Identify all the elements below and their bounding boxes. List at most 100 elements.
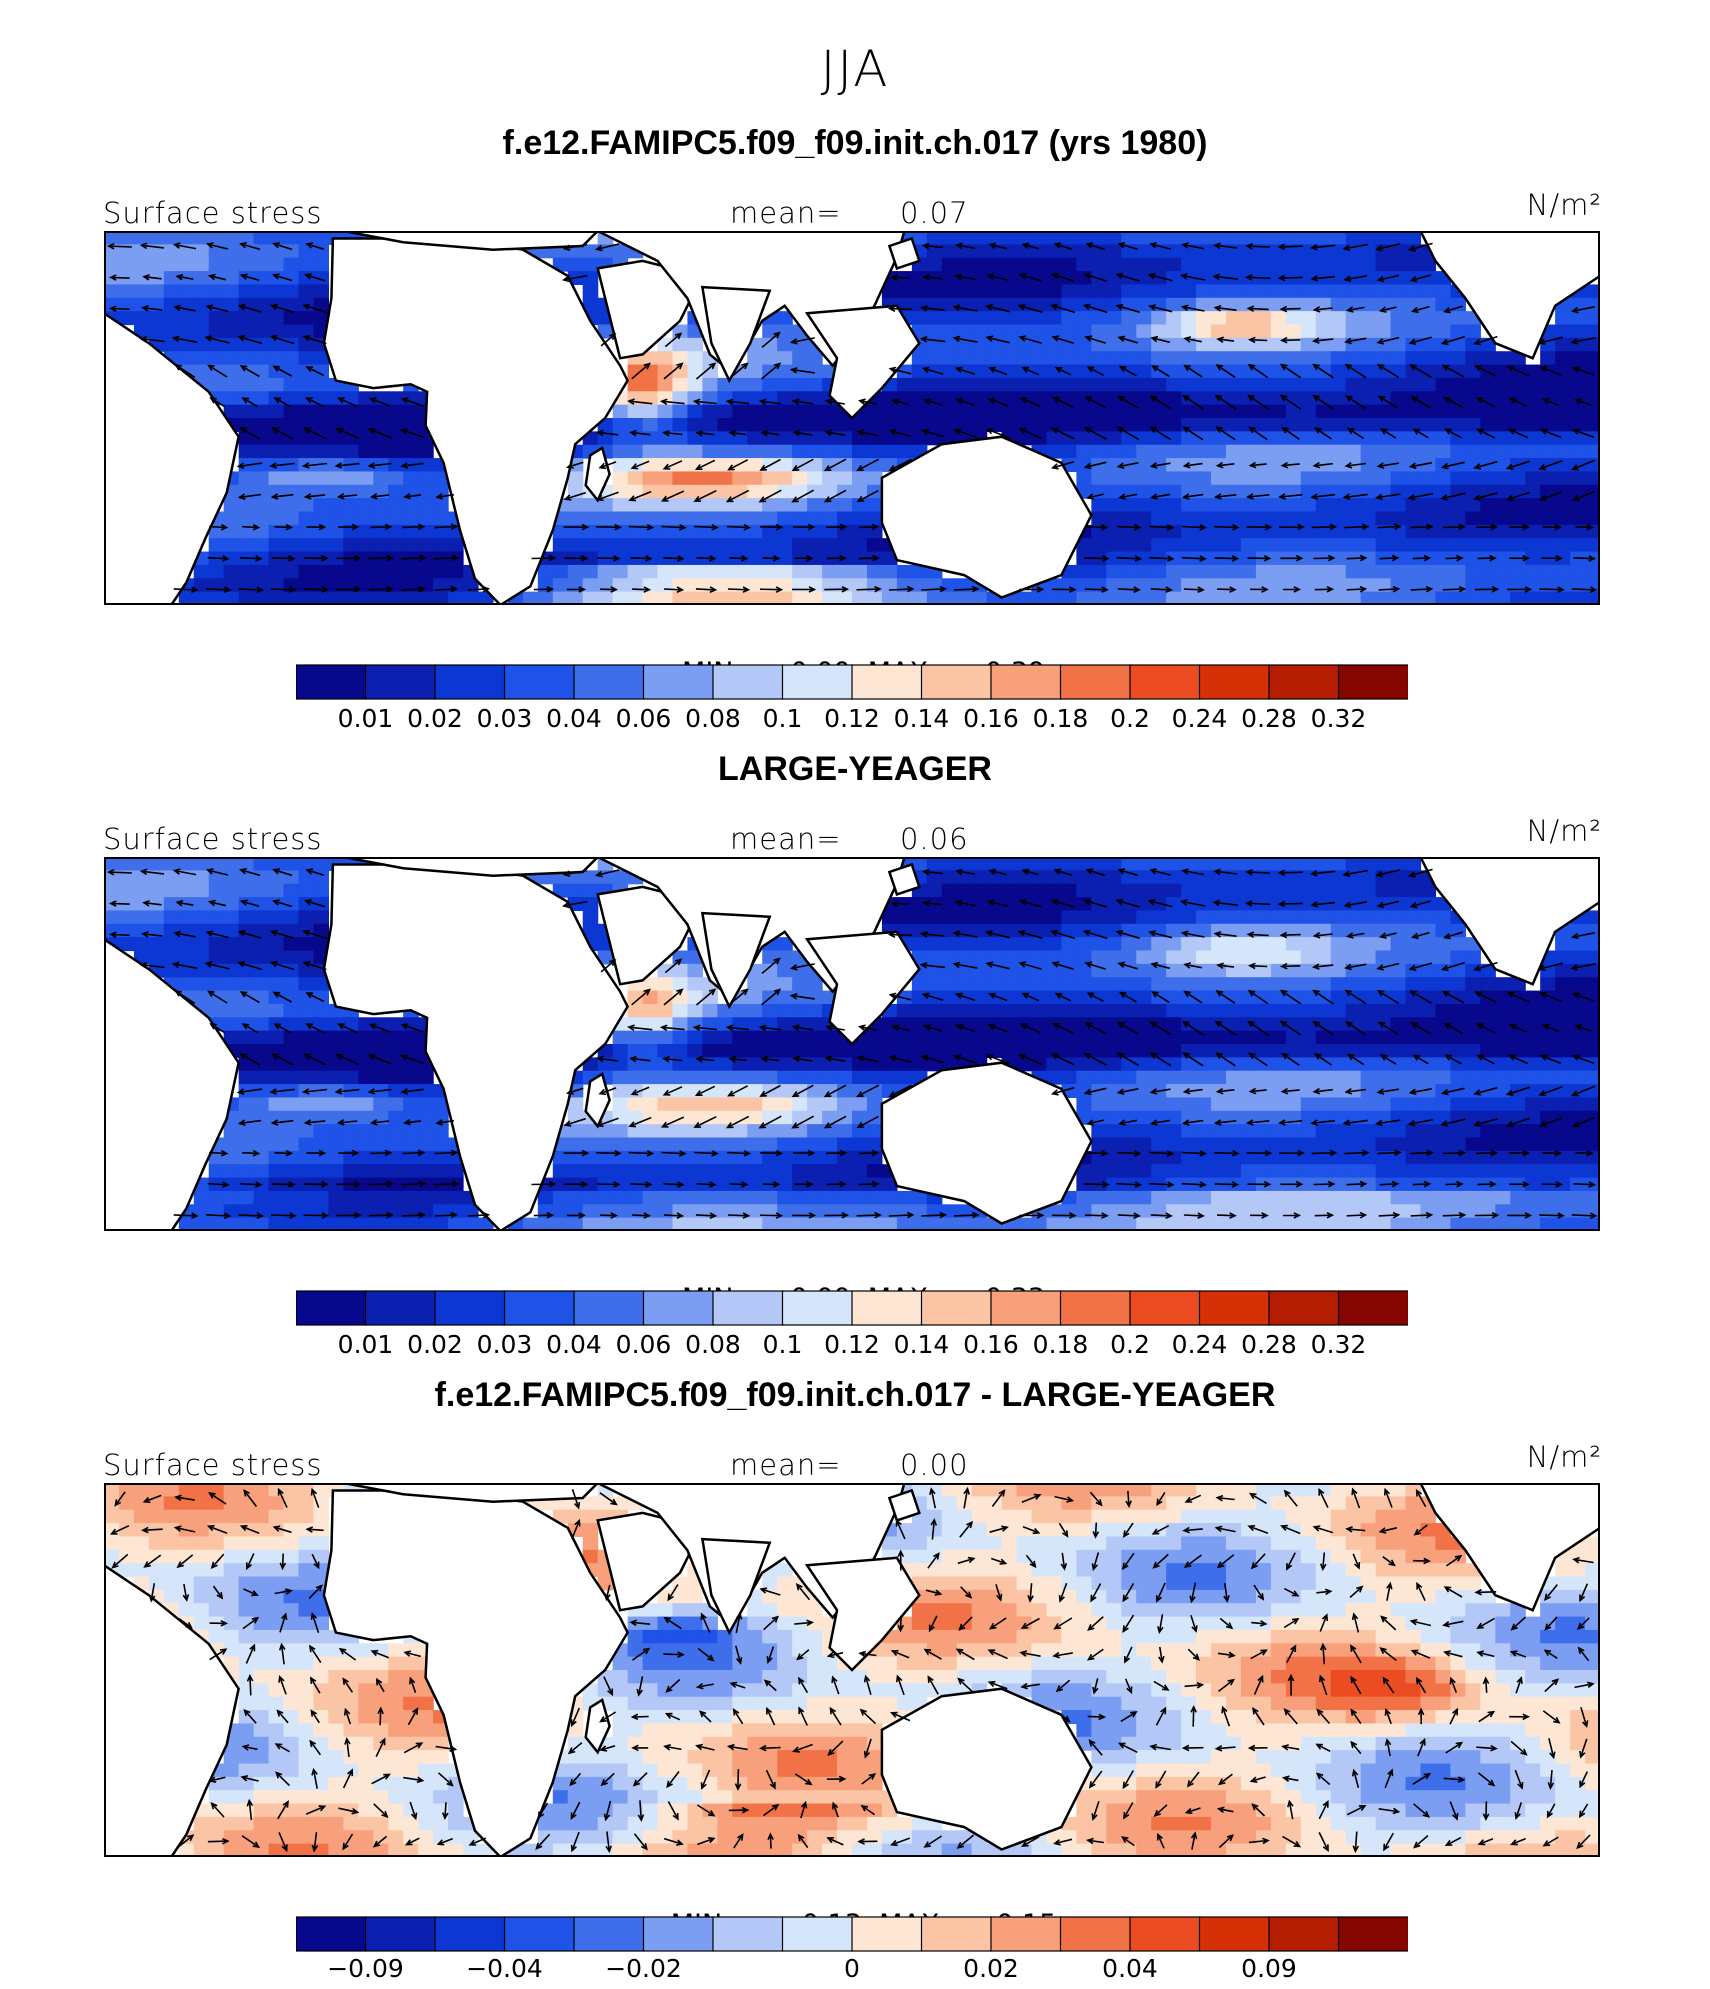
land-africa (322, 237, 630, 605)
colorbar-swatch-10 (920, 1290, 993, 1326)
colorbar-tick-label: 0.24 (1171, 1330, 1228, 1359)
panel-1-map (104, 231, 1600, 605)
land-southeast-asia (804, 930, 921, 1046)
colorbar-tick-label: 0.2 (1110, 704, 1150, 733)
colorbar-swatch-12 (1059, 664, 1132, 700)
colorbar-swatch-2 (364, 1916, 437, 1952)
panel-2-map (104, 857, 1600, 1231)
season-title: JJA (820, 40, 890, 98)
panel-3-units: N/m² (1526, 1440, 1602, 1474)
colorbar-tick-label: 0.16 (963, 704, 1019, 733)
colorbar-swatch-9 (851, 1290, 923, 1326)
panel-1-colorbar-ticks: 0.01 0.02 0.03 0.04 0.06 0.08 0.1 0.12 0.14 0.16 0… (296, 704, 1408, 736)
panel-2-title: LARGE-YEAGER (718, 750, 992, 788)
colorbar-tick-label: 0.1 (762, 704, 803, 733)
colorbar-swatch-2 (364, 664, 437, 700)
panel-1-variable: Surface stress (103, 196, 323, 230)
colorbar-swatch-3 (434, 1290, 506, 1326)
colorbar-swatch-10 (920, 664, 993, 700)
colorbar-swatch-7 (712, 664, 784, 700)
colorbar-swatch-6 (642, 1916, 715, 1952)
colorbar-tick-label: 0.02 (407, 1330, 463, 1359)
colorbar-tick-label: 0.18 (1032, 704, 1089, 733)
colorbar-tick-label: 0.02 (963, 1954, 1019, 1983)
panel-3-variable: Surface stress (103, 1448, 323, 1482)
land-north-america (1419, 857, 1600, 986)
colorbar-swatch-8 (781, 664, 854, 700)
colorbar-tick-label: 0.24 (1171, 704, 1228, 733)
colorbar-swatch-9 (851, 1916, 923, 1952)
colorbar-swatch-13 (1129, 664, 1201, 700)
land-japan (887, 1488, 921, 1522)
colorbar-swatch-5 (573, 1290, 645, 1326)
colorbar-swatch-14 (1198, 1916, 1271, 1952)
colorbar-swatch-6 (642, 1290, 715, 1326)
panel-1-colorbar (296, 664, 1408, 700)
colorbar-swatch-6 (642, 664, 715, 700)
colorbar-tick-label: 0.04 (1102, 1954, 1158, 1983)
colorbar-swatch-8 (781, 1916, 854, 1952)
colorbar-tick-label: 0.01 (337, 704, 394, 733)
land-north-america (1419, 231, 1600, 360)
panel-2-colorbar (296, 1290, 1408, 1326)
land-europe (343, 231, 600, 251)
colorbar-swatch-4 (503, 1290, 576, 1326)
colorbar-tick-label: 0.32 (1310, 704, 1367, 733)
colorbar-tick-label: 0.02 (407, 704, 463, 733)
colorbar-swatch-12 (1059, 1290, 1132, 1326)
colorbar-swatch-15 (1268, 664, 1340, 700)
land-australia (880, 1061, 1093, 1225)
colorbar-swatch-16 (1337, 1290, 1408, 1326)
colorbar-swatch-1 (296, 664, 367, 700)
land-australia (880, 1687, 1093, 1851)
land-japan (887, 862, 921, 896)
map-frame (104, 231, 1600, 605)
land-africa (322, 863, 630, 1231)
panel-3-map (104, 1483, 1600, 1857)
colorbar-tick-label: 0.06 (615, 1330, 672, 1359)
colorbar-tick-label: 0.14 (893, 704, 950, 733)
colorbar-tick-label: 0.01 (337, 1330, 394, 1359)
map-frame (104, 857, 1600, 1231)
colorbar-tick-label: 0.18 (1032, 1330, 1089, 1359)
stress-field (104, 857, 1600, 1231)
colorbar-tick-label: 0.08 (685, 1330, 741, 1359)
colorbar-tick-label: 0.1 (762, 1330, 803, 1359)
colorbar-swatch-7 (712, 1916, 784, 1952)
colorbar-swatch-2 (364, 1290, 437, 1326)
land-europe (343, 1483, 600, 1503)
stress-vectors (106, 242, 1598, 594)
land-madagascar (584, 445, 611, 503)
panel-1-mean-value: 0.07 (900, 196, 969, 230)
colorbar-swatch-1 (296, 1290, 367, 1326)
colorbar-swatch-15 (1268, 1290, 1340, 1326)
land-southeast-asia (804, 304, 921, 420)
colorbar-swatch-5 (573, 1916, 645, 1952)
colorbar-swatch-4 (503, 1916, 576, 1952)
colorbar-tick-label: 0.06 (615, 704, 672, 733)
panel-1-mean-label: mean= (730, 196, 842, 230)
colorbar-tick-label: 0.03 (476, 704, 533, 733)
colorbar-tick-label: 0.09 (1241, 1954, 1297, 1983)
colorbar-tick-label: 0 (844, 1954, 860, 1983)
colorbar-swatch-3 (434, 664, 506, 700)
colorbar-swatch-9 (851, 664, 923, 700)
land-north-america (1419, 1483, 1600, 1612)
map-frame (104, 1483, 1600, 1857)
land-india (700, 285, 772, 384)
panel-1-title: f.e12.FAMIPC5.f09_f09.init.ch.017 (yrs 1… (502, 124, 1208, 162)
colorbar-swatch-7 (712, 1290, 784, 1326)
colorbar-swatch-12 (1059, 1916, 1132, 1952)
panel-2-mean-label: mean= (730, 822, 842, 856)
panel-3-colorbar (296, 1916, 1408, 1952)
colorbar-tick-label: 0.12 (824, 1330, 880, 1359)
colorbar-swatch-1 (296, 1916, 367, 1952)
land-south-america (104, 1563, 240, 1857)
panel-3-mean-label: mean= (730, 1448, 842, 1482)
land-europe (343, 857, 600, 877)
colorbar-swatch-11 (990, 1916, 1062, 1952)
land-africa (322, 1489, 630, 1857)
colorbar-tick-label: 0.04 (546, 704, 602, 733)
stress-field (104, 1483, 1600, 1857)
colorbar-tick-label: −0.02 (605, 1954, 682, 1983)
